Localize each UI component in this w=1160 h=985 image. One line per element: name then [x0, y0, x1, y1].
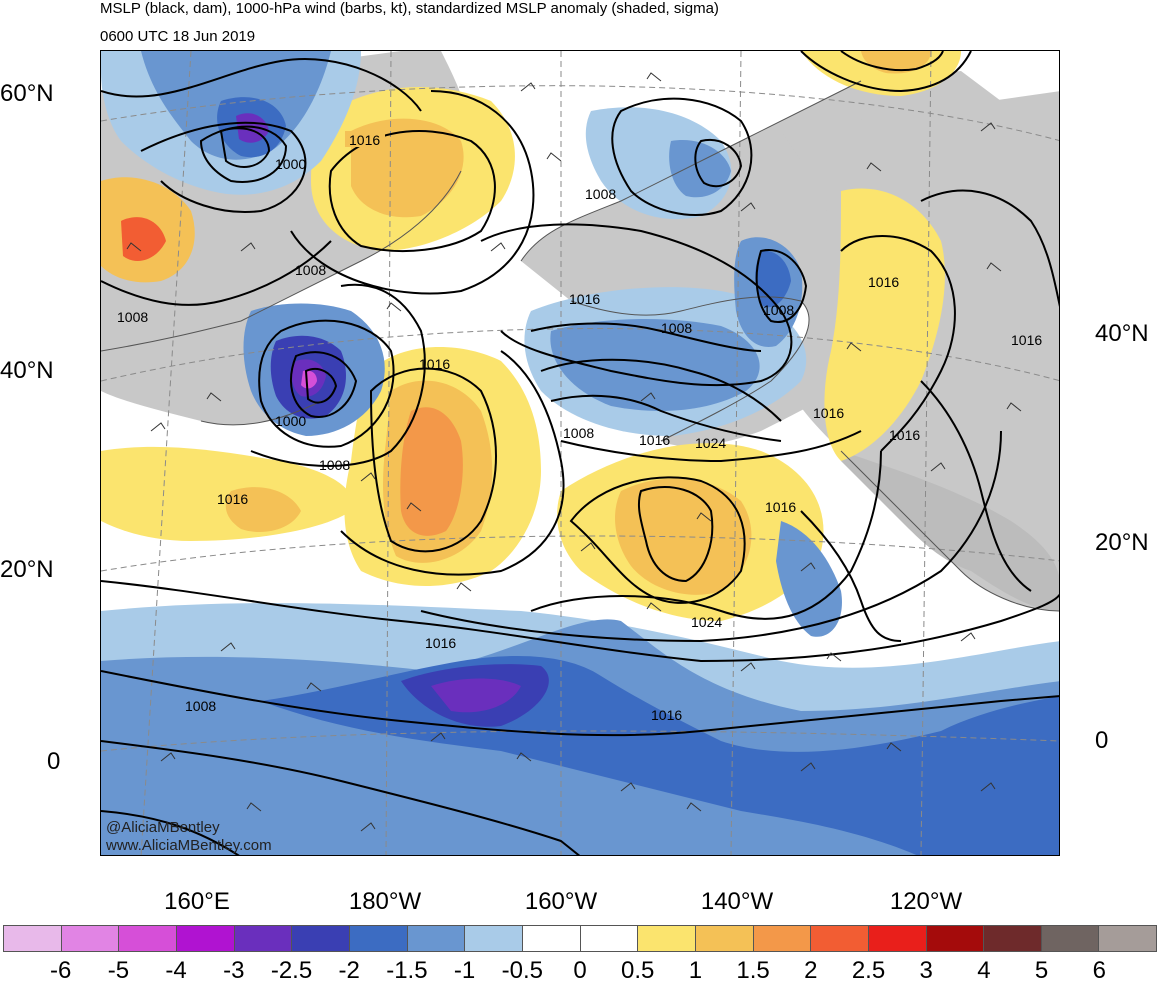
colorbar-swatch	[984, 926, 1042, 951]
colorbar-swatch	[1099, 926, 1157, 951]
contour-label: 1016	[813, 405, 844, 421]
lon-label: 120°W	[889, 888, 963, 915]
colorbar-tick-label: -0.5	[501, 957, 543, 984]
lat-label-right: 40°N	[1095, 320, 1149, 347]
lon-label: 160°W	[524, 888, 598, 915]
colorbar-tick-label: -1	[453, 957, 476, 984]
lat-label-left: 20°N	[0, 556, 54, 583]
lon-label: 180°W	[348, 888, 422, 915]
colorbar-tick-label: -5	[107, 957, 130, 984]
contour-label: 1008	[585, 186, 616, 202]
mslp-contours	[101, 51, 1059, 855]
contour-label: 1008	[661, 320, 692, 336]
lon-label: 160°E	[164, 888, 230, 915]
lon-label: 140°W	[700, 888, 774, 915]
colorbar	[3, 925, 1157, 952]
contour-labels: 1016 1000 1008 1008 1008 1016 1008 1016 …	[117, 131, 1042, 723]
colorbar-tick-label: -6	[50, 957, 72, 984]
colorbar-swatch	[868, 926, 927, 951]
colorbar-swatch	[638, 926, 696, 951]
colorbar-tick-label: 4	[977, 957, 991, 984]
anomaly-pos-datelinesubtrop-core	[400, 407, 463, 536]
colorbar-swatch	[695, 926, 754, 951]
colorbar-swatch	[811, 926, 869, 951]
colorbar-swatch	[349, 926, 408, 951]
contour-label: 1016	[651, 707, 682, 723]
contour-label: 1016	[639, 432, 670, 448]
colorbar-tick-label: 6	[1092, 957, 1106, 984]
contour-label: 1008	[763, 302, 794, 318]
coastlines	[101, 80, 1059, 612]
colorbar-swatch	[407, 926, 466, 951]
lat-label-left: 0	[47, 748, 61, 775]
colorbar-tick-label: 2	[804, 957, 818, 984]
colorbar-swatch	[292, 926, 350, 951]
colorbar-tick-label: -1.5	[386, 957, 428, 984]
colorbar-swatch	[176, 926, 235, 951]
anomaly-neg-tropics-core2	[431, 678, 521, 713]
graticule	[101, 51, 1059, 855]
colorbar-tick-label: 5	[1034, 957, 1049, 984]
colorbar-swatch	[753, 926, 812, 951]
anomaly-neg-aleutian-peak	[301, 370, 317, 389]
contour-label: 1016	[349, 132, 380, 148]
wind-barbs	[126, 72, 1022, 832]
colorbar-swatch	[61, 926, 120, 951]
colorbar-swatch	[522, 926, 581, 951]
anomaly-neg-hudson-mid	[669, 140, 731, 198]
contour-label: 1016	[425, 635, 456, 651]
colorbar-tick-label: 1	[688, 957, 703, 984]
contour-label: 1008	[295, 262, 326, 278]
map-panel: 1016 1000 1008 1008 1008 1016 1008 1016 …	[100, 50, 1060, 856]
colorbar-tick-label: 1.5	[736, 957, 770, 984]
anomaly-pos-canada-west	[824, 188, 945, 461]
lat-label-right: 20°N	[1095, 529, 1149, 556]
contour-label: 1016	[1011, 332, 1042, 348]
credit-handle: @AliciaMBentley	[106, 819, 220, 836]
map-title: MSLP (black, dam), 1000-hPa wind (barbs,…	[100, 0, 719, 17]
colorbar-swatch	[4, 926, 62, 951]
contour-label: 1008	[319, 457, 350, 473]
map-canvas: 1016 1000 1008 1008 1008 1016 1008 1016 …	[101, 51, 1059, 855]
colorbar-swatch	[465, 926, 523, 951]
contour-label: 1000	[275, 156, 306, 172]
colorbar-tick-label: -2.5	[270, 957, 313, 984]
colorbar-swatch	[1041, 926, 1100, 951]
contour-label: 1016	[765, 499, 796, 515]
colorbar-swatch	[119, 926, 177, 951]
colorbar-tick-label: -3	[223, 957, 245, 984]
anomaly-pos-subtropical-west-mid	[225, 487, 301, 532]
contour-label: 1016	[889, 427, 920, 443]
anomaly-pos-northwest-core	[121, 217, 166, 261]
colorbar-tick-label: -4	[165, 957, 187, 984]
contour-label: 1000	[275, 413, 306, 429]
colorbar-tick-label: 2.5	[851, 957, 886, 984]
colorbar-swatch	[580, 926, 639, 951]
anomaly-neg-mexico-coast	[776, 521, 842, 637]
contour-label: 1016	[217, 491, 248, 507]
colorbar-swatch	[234, 926, 293, 951]
contour-label: 1016	[419, 356, 450, 372]
colorbar-tick-label: 3	[919, 957, 933, 984]
lat-label-left: 40°N	[0, 357, 54, 384]
colorbar-swatch	[926, 926, 985, 951]
credit-website: www.AliciaMBentley.com	[105, 837, 272, 854]
colorbar-tick-label: -2	[338, 957, 360, 984]
land-us-mexico	[841, 451, 1059, 611]
contour-label: 1008	[185, 698, 216, 714]
colorbar-tick-label: 0	[573, 957, 587, 984]
lat-label-right: 0	[1095, 727, 1109, 754]
lat-label-left: 60°N	[0, 80, 54, 107]
contour-label: 1016	[868, 274, 899, 290]
contour-label: 1016	[569, 291, 600, 307]
contour-label: 1008	[563, 425, 594, 441]
contour-label: 1008	[117, 309, 148, 325]
contour-label: 1024	[691, 614, 722, 630]
contour-label: 1024	[695, 435, 726, 451]
colorbar-tick-label: 0.5	[621, 957, 655, 984]
valid-time: 0600 UTC 18 Jun 2019	[100, 28, 256, 45]
